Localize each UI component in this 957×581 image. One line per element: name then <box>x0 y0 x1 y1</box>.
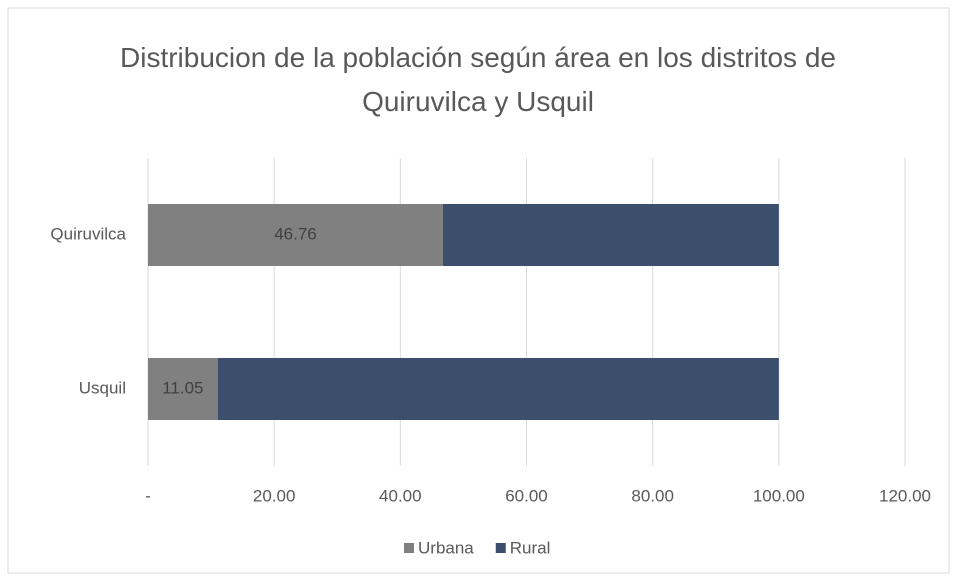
x-tick-label: 100.00 <box>753 486 805 505</box>
legend-label: Rural <box>510 538 551 557</box>
bar-segment <box>148 204 443 266</box>
bar-segment <box>217 358 779 420</box>
y-tick-label: Quiruvilca <box>50 224 126 243</box>
chart-title: Distribucion de la población según área … <box>120 42 836 117</box>
x-tick-label: - <box>145 486 151 505</box>
x-tick-label: 120.00 <box>879 486 931 505</box>
legend-label: Urbana <box>418 538 474 557</box>
x-tick-label: 60.00 <box>505 486 548 505</box>
bar-segment <box>148 358 218 420</box>
x-tick-label: 80.00 <box>631 486 674 505</box>
legend-swatch <box>495 543 506 553</box>
y-tick-label: Usquil <box>79 378 126 397</box>
x-tick-label: 20.00 <box>253 486 296 505</box>
data-label: 46.76 <box>274 224 317 243</box>
x-tick-label: 40.00 <box>379 486 422 505</box>
legend-swatch <box>404 543 414 553</box>
chart-border <box>7 7 950 574</box>
data-label: 11.05 <box>162 378 203 397</box>
bar-segment <box>442 204 779 266</box>
